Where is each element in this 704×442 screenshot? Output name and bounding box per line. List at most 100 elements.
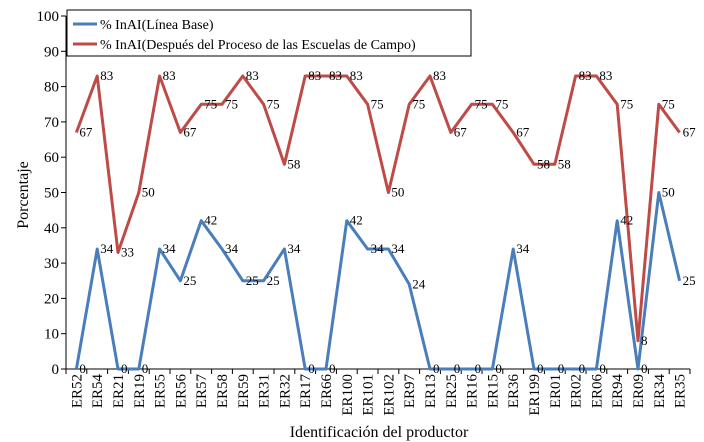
data-label-after: 75 xyxy=(204,96,217,111)
x-axis-title: Identificación del productor xyxy=(290,424,469,441)
x-tick-label: ER25 xyxy=(444,374,460,408)
data-label-baseline: 34 xyxy=(287,241,301,256)
data-label-baseline: 0 xyxy=(142,361,149,376)
data-label-after: 50 xyxy=(142,185,155,200)
data-label-after: 75 xyxy=(225,96,238,111)
data-label-baseline: 0 xyxy=(433,361,440,376)
data-label-baseline: 0 xyxy=(641,361,648,376)
data-label-baseline: 34 xyxy=(163,241,177,256)
data-label-baseline: 0 xyxy=(579,361,586,376)
data-label-after: 67 xyxy=(683,124,697,139)
x-tick-label: ER94 xyxy=(610,374,626,409)
data-label-baseline: 0 xyxy=(121,361,128,376)
data-label-baseline: 0 xyxy=(475,361,482,376)
x-tick-label: ER01 xyxy=(548,374,564,408)
series-line-after xyxy=(76,76,679,341)
x-tick-label: ER199 xyxy=(527,374,543,416)
data-label-after: 83 xyxy=(163,68,176,83)
data-label-after: 83 xyxy=(350,68,363,83)
data-label-after: 58 xyxy=(287,156,300,171)
data-label-after: 33 xyxy=(121,245,134,260)
x-tick-label: ER32 xyxy=(277,374,293,408)
data-label-after: 67 xyxy=(516,124,530,139)
data-label-baseline: 0 xyxy=(537,361,544,376)
data-label-after: 67 xyxy=(454,124,468,139)
x-tick-label: ER06 xyxy=(589,374,605,409)
x-tick-label: ER58 xyxy=(215,374,231,408)
data-label-after: 8 xyxy=(641,333,648,348)
x-tick-label: ER54 xyxy=(90,374,106,409)
data-label-baseline: 25 xyxy=(246,273,259,288)
data-label-after: 75 xyxy=(475,96,488,111)
data-label-baseline: 42 xyxy=(204,213,217,228)
data-label-baseline: 24 xyxy=(412,276,426,291)
y-tick-label: 10 xyxy=(44,327,59,343)
legend-label-after: % InAI(Después del Proceso de las Escuel… xyxy=(100,38,416,53)
data-label-after: 83 xyxy=(308,68,321,83)
x-tick-label: ER52 xyxy=(69,374,85,408)
data-label-baseline: 0 xyxy=(454,361,461,376)
legend-label-baseline: % InAI(Línea Base) xyxy=(100,18,214,33)
x-tick-label: ER21 xyxy=(111,374,127,408)
data-label-after: 75 xyxy=(495,96,508,111)
data-label-after: 83 xyxy=(100,68,113,83)
series-line-baseline xyxy=(76,193,679,370)
data-label-baseline: 0 xyxy=(308,361,315,376)
x-tick-label: ER102 xyxy=(381,374,397,416)
y-tick-label: 100 xyxy=(37,9,60,25)
x-tick-label: ER16 xyxy=(465,374,481,409)
data-label-baseline: 25 xyxy=(267,273,280,288)
y-tick-label: 90 xyxy=(44,44,59,60)
data-label-baseline: 0 xyxy=(599,361,606,376)
data-label-after: 50 xyxy=(391,185,404,200)
x-axis: ER52 ER54 ER21 ER19 ER55 ER56 ER57 ER58 ER59 ER31… xyxy=(66,369,690,416)
x-tick-label: ER36 xyxy=(506,374,522,409)
y-tick-label: 50 xyxy=(44,186,59,202)
x-tick-label: ER34 xyxy=(652,374,668,409)
x-tick-label: ER15 xyxy=(485,374,501,408)
data-label-after: 75 xyxy=(412,96,425,111)
y-tick-label: 70 xyxy=(44,115,59,131)
data-label-after: 83 xyxy=(599,68,612,83)
x-tick-label: ER97 xyxy=(402,374,418,409)
data-label-after: 83 xyxy=(579,68,592,83)
x-tick-label: ER17 xyxy=(298,374,314,409)
data-label-after: 67 xyxy=(183,124,197,139)
y-tick-label: 60 xyxy=(44,150,59,166)
data-label-baseline: 50 xyxy=(662,185,675,200)
data-label-baseline: 0 xyxy=(79,361,86,376)
y-axis: 0 10 20 30 40 50 60 70 80 90 100 xyxy=(37,9,67,378)
x-tick-label: ER101 xyxy=(361,374,377,416)
data-label-baseline: 0 xyxy=(558,361,565,376)
series-group xyxy=(76,76,679,369)
data-label-baseline: 42 xyxy=(350,213,363,228)
data-label-after: 75 xyxy=(371,96,384,111)
data-label-after: 75 xyxy=(662,96,675,111)
data-label-after: 75 xyxy=(267,96,280,111)
x-tick-label: ER35 xyxy=(673,374,689,408)
data-label-baseline: 34 xyxy=(100,241,114,256)
data-label-after: 58 xyxy=(558,156,571,171)
data-label-baseline: 25 xyxy=(183,273,196,288)
y-tick-label: 20 xyxy=(44,291,59,307)
x-tick-label: ER19 xyxy=(132,374,148,408)
x-tick-label: ER09 xyxy=(631,374,647,408)
data-label-baseline: 34 xyxy=(225,241,239,256)
y-tick-label: 40 xyxy=(44,221,59,237)
x-tick-label: ER55 xyxy=(153,374,169,408)
x-tick-label: ER31 xyxy=(257,374,273,408)
data-label-baseline: 25 xyxy=(683,273,696,288)
data-label-baseline: 34 xyxy=(516,241,530,256)
data-label-baseline: 34 xyxy=(391,241,405,256)
data-label-baseline: 34 xyxy=(371,241,385,256)
data-label-after: 83 xyxy=(329,68,342,83)
x-tick-label: ER13 xyxy=(423,374,439,408)
x-tick-label: ER56 xyxy=(173,374,189,409)
x-tick-label: ER57 xyxy=(194,374,210,409)
legend: % InAI(Línea Base) % InAI(Después del Pr… xyxy=(67,10,471,56)
x-tick-label: ER02 xyxy=(569,374,585,408)
data-label-after: 67 xyxy=(79,124,93,139)
y-tick-label: 0 xyxy=(52,362,60,378)
